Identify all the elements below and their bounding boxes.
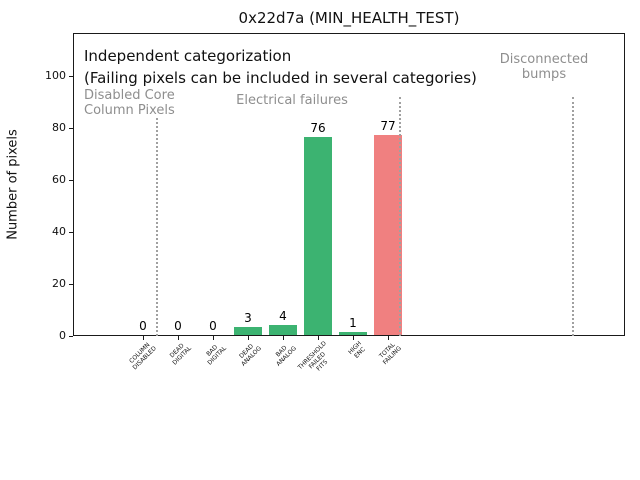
x-axis-tick — [143, 336, 144, 340]
y-axis-tick — [69, 232, 73, 233]
y-axis-tick — [69, 180, 73, 181]
y-axis-tick — [69, 284, 73, 285]
section-separator-line — [156, 118, 158, 336]
x-axis-tick-label: THRESHOLD FAILED FITS — [296, 340, 330, 373]
bar-value-label: 76 — [310, 121, 326, 136]
x-axis-tick — [318, 336, 319, 340]
y-axis-tick-label: 60 — [52, 173, 66, 186]
x-axis-tick — [178, 336, 179, 340]
plot-area: Independent categorization (Failing pixe… — [73, 33, 625, 336]
y-axis-tick-label: 80 — [52, 121, 66, 134]
annotation-disconnected-bumps: Disconnected bumps — [499, 52, 589, 82]
y-axis-tick-label: 0 — [59, 329, 66, 342]
chart-title: 0x22d7a (MIN_HEALTH_TEST) — [238, 9, 460, 27]
bar — [339, 332, 367, 335]
annotation-disabled-core-column-pixels: Disabled Core Column Pixels — [84, 88, 175, 118]
x-axis-tick-label: BAD ANALOG — [274, 344, 298, 368]
x-axis-tick-label: DEAD DIGITAL — [168, 342, 193, 367]
x-axis-tick-label: BAD DIGITAL — [205, 343, 228, 367]
bar-value-label: 0 — [209, 319, 217, 333]
bar-value-label: 77 — [380, 118, 396, 133]
bar — [374, 134, 402, 335]
bar — [234, 327, 262, 335]
bar-value-label: 1 — [349, 316, 357, 331]
y-axis-tick — [69, 336, 73, 337]
x-axis-tick-label: HIGH ENC — [347, 340, 367, 360]
x-axis-tick-label: DEAD ANALOG — [238, 342, 263, 368]
bar-value-label: 0 — [139, 319, 147, 333]
bar-value-label: 0 — [174, 319, 182, 333]
bar — [304, 137, 332, 335]
bar-value-label: 3 — [244, 311, 252, 326]
x-axis-tick — [248, 336, 249, 340]
annotation-independent-categorization: Independent categorization (Failing pixe… — [84, 47, 477, 87]
section-separator-line — [572, 97, 574, 336]
section-separator-line — [399, 97, 401, 336]
annotation-electrical-failures: Electrical failures — [236, 93, 348, 108]
y-axis-tick — [69, 128, 73, 129]
y-axis-tick-label: 40 — [52, 225, 66, 238]
y-axis-tick — [69, 76, 73, 77]
y-axis-tick-label: 100 — [45, 69, 66, 82]
bar-value-label: 4 — [279, 308, 287, 323]
x-axis-tick — [353, 336, 354, 340]
x-axis-tick — [283, 336, 284, 340]
bar — [269, 324, 297, 335]
x-axis-tick-label: COLUMN DISABLED — [128, 341, 158, 372]
x-axis-tick — [388, 336, 389, 340]
x-axis-tick-label: TOTAL FAILING — [378, 341, 403, 367]
x-axis-tick — [213, 336, 214, 340]
y-axis-tick-label: 20 — [52, 277, 66, 290]
